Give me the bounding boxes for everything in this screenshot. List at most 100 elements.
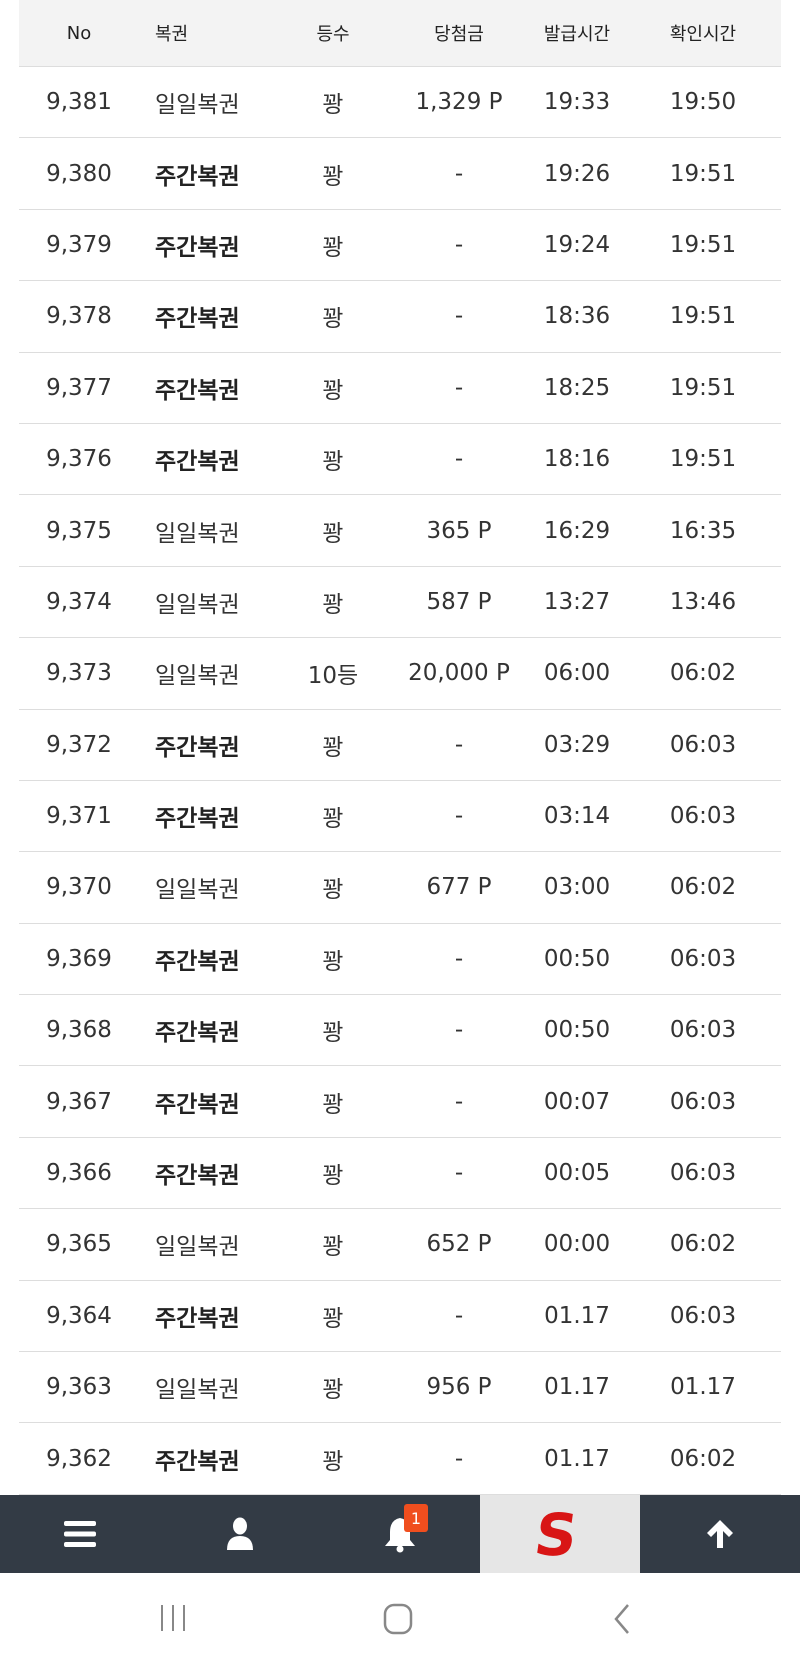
row-no: 9,378 xyxy=(46,303,112,330)
row-no: 9,369 xyxy=(46,945,112,972)
table-row: 9,372 주간복권 꽝 - 03:29 06:03 xyxy=(19,710,781,781)
recent-apps-icon xyxy=(161,1605,185,1631)
row-prize: - xyxy=(454,160,464,187)
header-no: No xyxy=(66,22,92,44)
row-checked-time: 13:46 xyxy=(669,588,737,615)
notifications-button[interactable]: 1 xyxy=(320,1495,480,1573)
table-row: 9,366 주간복권 꽝 - 00:05 06:03 xyxy=(19,1138,781,1210)
row-checked-time: 06:03 xyxy=(669,1088,737,1115)
row-checked-time: 06:03 xyxy=(669,945,737,972)
row-prize: - xyxy=(454,803,464,830)
row-checked-time: 06:02 xyxy=(669,1231,737,1258)
table-row: 9,374 일일복권 꽝 587 P 13:27 13:46 xyxy=(19,567,781,639)
row-rank: 꽝 xyxy=(322,234,344,261)
table-row: 9,376 주간복권 꽝 - 18:16 19:51 xyxy=(19,424,781,496)
home-logo-button[interactable]: S xyxy=(480,1495,640,1573)
row-checked-time: 06:02 xyxy=(669,1445,737,1472)
row-issued-time: 19:33 xyxy=(543,89,611,116)
row-checked-time: 06:03 xyxy=(669,1160,737,1187)
row-prize: 956 P xyxy=(426,1374,492,1401)
row-checked-time: 06:02 xyxy=(669,660,737,687)
row-rank: 꽝 xyxy=(322,1020,344,1047)
row-no: 9,374 xyxy=(46,588,112,615)
row-prize: - xyxy=(454,231,464,258)
row-checked-time: 19:51 xyxy=(669,446,737,473)
svg-text:S: S xyxy=(535,1507,582,1561)
row-issued-time: 00:50 xyxy=(543,945,611,972)
row-checked-time: 06:03 xyxy=(669,803,737,830)
row-no: 9,379 xyxy=(46,231,112,258)
scroll-top-button[interactable] xyxy=(640,1495,800,1573)
row-no: 9,381 xyxy=(46,89,112,116)
row-prize: - xyxy=(454,374,464,401)
table-row: 9,367 주간복권 꽝 - 00:07 06:03 xyxy=(19,1066,781,1138)
row-checked-time: 19:51 xyxy=(669,231,737,258)
row-issued-time: 01.17 xyxy=(544,1374,610,1401)
row-prize: 20,000 P xyxy=(408,660,510,687)
system-nav-bar xyxy=(0,1573,800,1665)
row-issued-time: 01.17 xyxy=(544,1445,610,1472)
row-checked-time: 19:50 xyxy=(669,89,737,116)
table-row: 9,364 주간복권 꽝 - 01.17 06:03 xyxy=(19,1281,781,1353)
row-no: 9,368 xyxy=(46,1017,112,1044)
menu-button[interactable] xyxy=(0,1495,160,1573)
row-prize: 1,329 P xyxy=(415,89,503,116)
row-no: 9,373 xyxy=(46,660,112,687)
row-issued-time: 00:50 xyxy=(543,1017,611,1044)
table-row: 9,377 주간복권 꽝 - 18:25 19:51 xyxy=(19,353,781,424)
row-no: 9,375 xyxy=(46,517,112,544)
row-prize: - xyxy=(454,303,464,330)
table-header: No 복권 등수 당첨금 발급시간 확인시간 xyxy=(19,0,781,67)
lottery-history-table: No 복권 등수 당첨금 발급시간 확인시간 9,381 일일복권 꽝 1,329 P… xyxy=(19,0,781,1495)
user-button[interactable] xyxy=(160,1495,320,1573)
table-row: 9,373 일일복권 10등 20,000 P 06:00 06:02 xyxy=(19,638,781,710)
row-type: 일일복권 xyxy=(155,663,240,690)
row-checked-time: 01.17 xyxy=(670,1374,736,1401)
row-checked-time: 06:03 xyxy=(669,1017,737,1044)
row-prize: - xyxy=(454,1302,464,1329)
row-rank: 10등 xyxy=(307,663,359,690)
recent-apps-button[interactable] xyxy=(158,1603,188,1637)
table-row: 9,371 주간복권 꽝 - 03:14 06:03 xyxy=(19,781,781,853)
row-rank: 꽝 xyxy=(322,163,344,190)
row-rank: 꽝 xyxy=(322,877,344,904)
table-row: 9,368 주간복권 꽝 - 00:50 06:03 xyxy=(19,995,781,1067)
header-rank: 등수 xyxy=(316,24,350,45)
row-issued-time: 16:29 xyxy=(543,517,611,544)
row-prize: - xyxy=(454,731,464,758)
row-no: 9,372 xyxy=(46,731,112,758)
row-checked-time: 06:03 xyxy=(669,1302,737,1329)
table-row: 9,379 주간복권 꽝 - 19:24 19:51 xyxy=(19,210,781,282)
row-no: 9,367 xyxy=(46,1088,112,1115)
row-type: 주간복권 xyxy=(155,1448,240,1475)
table-row: 9,369 주간복권 꽝 - 00:50 06:03 xyxy=(19,924,781,996)
row-rank: 꽝 xyxy=(322,948,344,975)
back-button[interactable] xyxy=(612,1603,632,1639)
row-issued-time: 01.17 xyxy=(544,1302,610,1329)
row-prize: - xyxy=(454,1088,464,1115)
row-prize: - xyxy=(454,1445,464,1472)
row-prize: - xyxy=(454,1017,464,1044)
header-checked: 확인시간 xyxy=(669,24,737,45)
row-rank: 꽝 xyxy=(322,806,344,833)
row-no: 9,364 xyxy=(46,1302,112,1329)
row-checked-time: 19:51 xyxy=(669,160,737,187)
table-row: 9,370 일일복권 꽝 677 P 03:00 06:02 xyxy=(19,852,781,924)
row-issued-time: 00:00 xyxy=(543,1231,611,1258)
row-checked-time: 16:35 xyxy=(669,517,737,544)
row-prize: 587 P xyxy=(426,588,492,615)
row-issued-time: 03:29 xyxy=(543,731,611,758)
table-row: 9,363 일일복권 꽝 956 P 01.17 01.17 xyxy=(19,1352,781,1424)
row-prize: - xyxy=(454,446,464,473)
row-no: 9,362 xyxy=(46,1445,112,1472)
row-rank: 꽝 xyxy=(322,449,344,476)
back-icon xyxy=(614,1604,629,1634)
row-rank: 꽝 xyxy=(322,1305,344,1332)
home-button[interactable] xyxy=(382,1603,414,1639)
row-prize: 365 P xyxy=(426,517,492,544)
header-prize: 당첨금 xyxy=(434,24,484,45)
row-issued-time: 19:24 xyxy=(543,231,611,258)
row-no: 9,376 xyxy=(46,446,112,473)
row-rank: 꽝 xyxy=(322,734,344,761)
row-type: 주간복권 xyxy=(155,948,240,975)
